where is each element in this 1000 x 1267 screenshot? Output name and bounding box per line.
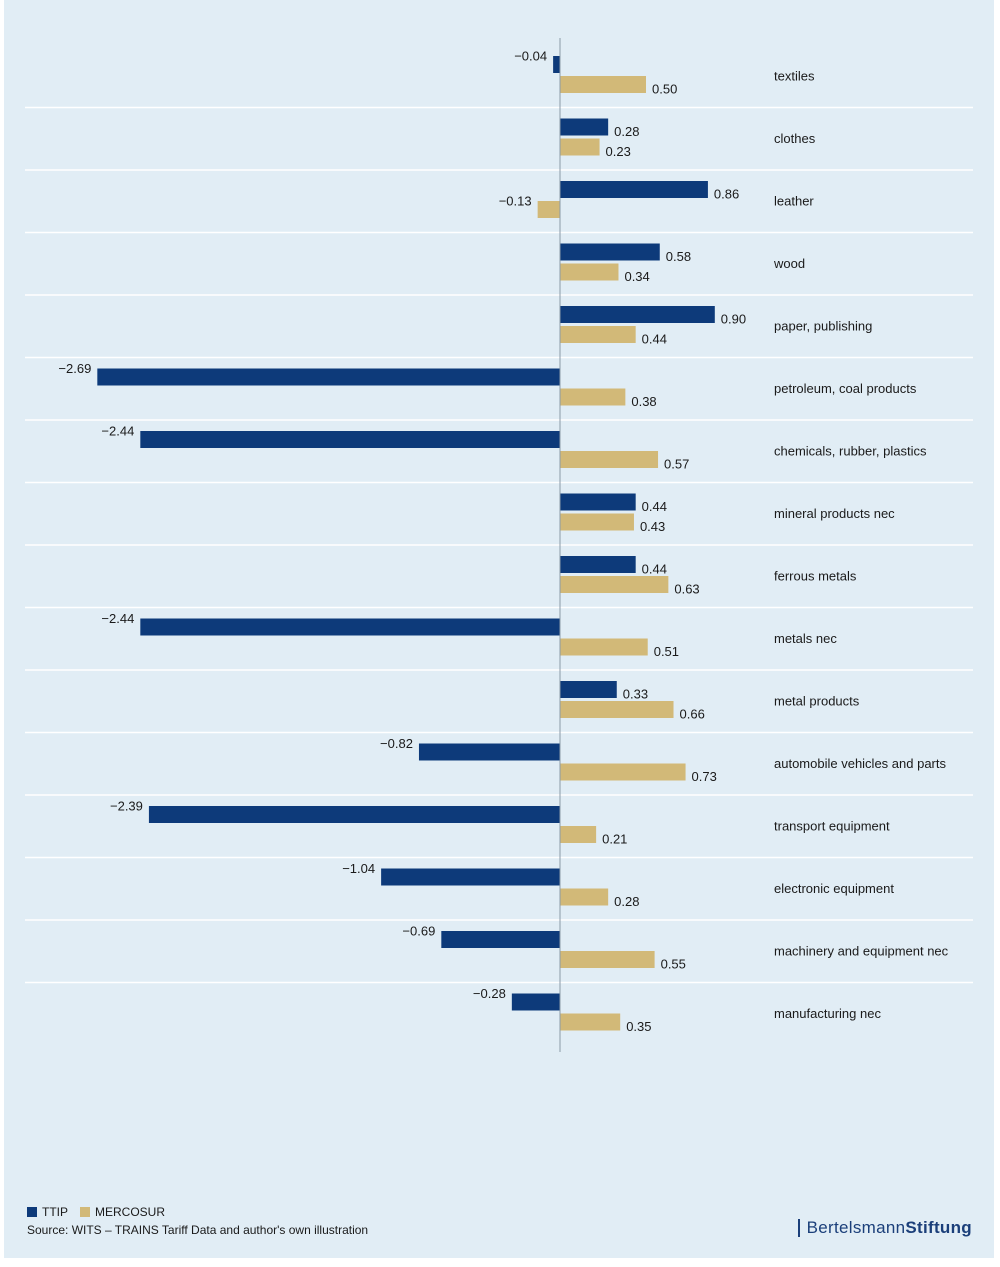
data-label-ttip: 0.44	[642, 562, 667, 577]
data-label-mercosur: 0.28	[614, 894, 639, 909]
category-label: electronic equipment	[774, 881, 894, 896]
data-label-mercosur: 0.38	[631, 394, 656, 409]
bar-mercosur	[560, 513, 634, 531]
bar-mercosur	[560, 451, 659, 468]
bar-mercosur	[560, 701, 674, 718]
bar-mercosur	[560, 1013, 621, 1031]
data-label-ttip: 0.86	[714, 187, 739, 202]
bar-ttip	[140, 618, 560, 636]
category-label: paper, publishing	[774, 318, 872, 333]
data-label-mercosur: 0.44	[642, 332, 667, 347]
data-label-mercosur: 0.43	[640, 519, 665, 534]
category-label: ferrous metals	[774, 568, 857, 583]
bar-ttip	[381, 868, 560, 886]
bar-ttip	[560, 118, 609, 136]
category-label: leather	[774, 193, 814, 208]
bar-mercosur	[560, 76, 646, 93]
bar-ttip	[560, 493, 636, 511]
brand-part2: Stiftung	[905, 1218, 972, 1237]
category-label: automobile vehicles and parts	[774, 756, 946, 771]
legend-label-mercosur: MERCOSUR	[95, 1205, 166, 1219]
brand-divider	[798, 1219, 800, 1237]
bar-ttip	[560, 556, 636, 573]
bar-mercosur	[560, 138, 600, 156]
category-label: machinery and equipment nec	[774, 943, 949, 958]
bar-ttip	[560, 181, 708, 198]
category-label: transport equipment	[774, 818, 890, 833]
bar-ttip	[560, 243, 660, 261]
data-label-ttip: 0.58	[666, 249, 691, 264]
legend-item-ttip: TTIP	[27, 1205, 68, 1219]
category-label: petroleum, coal products	[774, 381, 917, 396]
data-label-mercosur: 0.23	[606, 144, 631, 159]
data-label-mercosur: 0.35	[626, 1019, 651, 1034]
bar-mercosur	[560, 888, 609, 906]
legend-item-mercosur: MERCOSUR	[80, 1205, 165, 1219]
bar-ttip	[441, 931, 560, 948]
data-label-ttip: −1.04	[342, 861, 375, 876]
legend-swatch-mercosur	[80, 1207, 90, 1217]
bar-mercosur	[560, 326, 636, 343]
bar-ttip	[553, 56, 560, 73]
category-label: wood	[773, 256, 805, 271]
bar-ttip	[560, 681, 617, 698]
bar-ttip	[418, 743, 560, 761]
legend: TTIP MERCOSUR	[27, 1205, 177, 1219]
brand-part1: Bertelsmann	[806, 1218, 906, 1237]
data-label-mercosur: 0.51	[654, 644, 679, 659]
data-label-mercosur: 0.73	[692, 769, 717, 784]
data-label-ttip: −2.44	[101, 424, 134, 439]
data-label-mercosur: 0.50	[652, 82, 677, 97]
data-label-mercosur: 0.21	[602, 832, 627, 847]
category-label: manufacturing nec	[774, 1006, 881, 1021]
bar-ttip	[148, 806, 561, 823]
category-label: clothes	[774, 131, 816, 146]
data-label-ttip: −2.44	[101, 611, 134, 626]
bar-mercosur	[560, 763, 686, 781]
bar-mercosur	[560, 263, 619, 281]
data-label-ttip: 0.44	[642, 499, 667, 514]
bar-mercosur	[560, 576, 669, 593]
category-label: metals nec	[774, 631, 837, 646]
category-label: textiles	[774, 68, 815, 83]
bar-ttip	[560, 306, 715, 323]
data-label-mercosur: 0.57	[664, 457, 689, 472]
data-label-ttip: −2.69	[58, 361, 91, 376]
bar-mercosur	[560, 951, 655, 968]
bar-ttip	[97, 368, 560, 386]
data-label-mercosur: 0.55	[661, 957, 686, 972]
data-label-mercosur: 0.63	[674, 582, 699, 597]
category-label: chemicals, rubber, plastics	[774, 443, 927, 458]
brand-logo: Bertelsmann Stiftung	[798, 1218, 972, 1238]
data-label-ttip: 0.28	[614, 124, 639, 139]
data-label-ttip: −0.28	[473, 986, 506, 1001]
bar-mercosur	[560, 826, 597, 843]
data-label-mercosur: 0.34	[624, 269, 649, 284]
data-label-ttip: −2.39	[110, 799, 143, 814]
bar-mercosur	[560, 638, 648, 656]
category-label: metal products	[774, 693, 860, 708]
data-label-ttip: −0.04	[514, 49, 547, 64]
data-label-ttip: −0.82	[380, 736, 413, 751]
bar-ttip	[140, 431, 560, 448]
data-label-ttip: −0.69	[402, 924, 435, 939]
legend-label-ttip: TTIP	[42, 1205, 68, 1219]
data-label-ttip: 0.33	[623, 687, 648, 702]
source-note: Source: WITS – TRAINS Tariff Data and au…	[27, 1223, 369, 1237]
data-label-ttip: 0.90	[721, 312, 746, 327]
data-label-mercosur: −0.13	[499, 194, 532, 209]
category-label: mineral products nec	[774, 506, 895, 521]
bar-ttip	[511, 993, 560, 1011]
bar-mercosur	[560, 388, 626, 406]
bar-mercosur	[537, 201, 560, 218]
legend-swatch-ttip	[27, 1207, 37, 1217]
data-label-mercosur: 0.66	[680, 707, 705, 722]
